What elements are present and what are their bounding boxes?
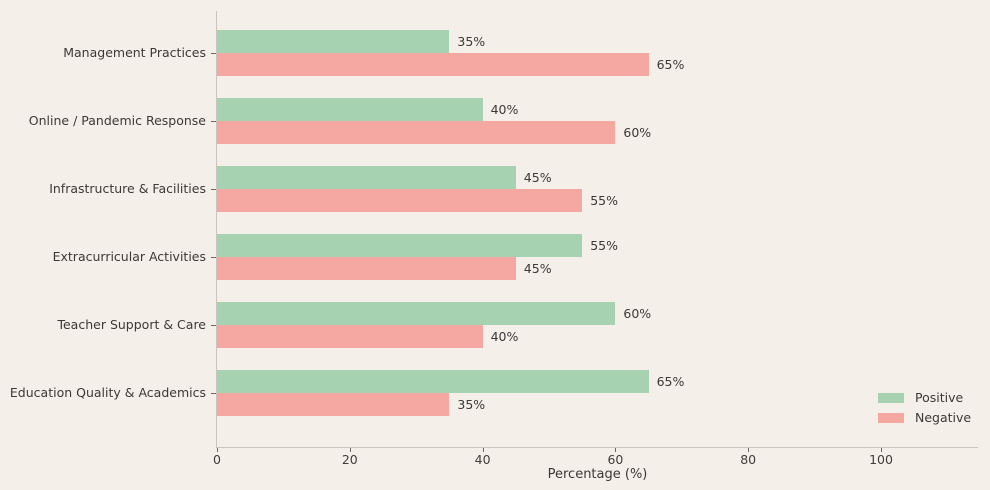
bar-value-label: 65% [656, 373, 685, 389]
bar-positive [217, 234, 583, 258]
bar-value-label: 45% [523, 169, 552, 185]
category-label: Education Quality & Academics [9, 385, 206, 401]
category-label: Extracurricular Activities [52, 249, 206, 265]
legend-swatch-positive [878, 393, 904, 403]
bar-value-label: 60% [623, 124, 652, 140]
bar-value-label: 55% [590, 237, 618, 253]
x-tick-mark [482, 448, 484, 452]
bar-value-label: 60% [623, 305, 652, 321]
y-axis-line [216, 11, 217, 448]
legend-item-negative: Negative [878, 410, 972, 425]
x-tick-label: 40 [474, 452, 491, 467]
bar-value-label: 40% [490, 101, 519, 117]
legend-label-positive: Positive [915, 390, 964, 405]
legend-label-negative: Negative [915, 410, 972, 425]
x-tick-mark [748, 448, 750, 452]
bar-negative [217, 393, 450, 417]
category-tick-mark [211, 257, 216, 259]
category-tick-mark [211, 53, 216, 54]
category-tick-mark [211, 121, 216, 123]
x-tick-mark [881, 448, 882, 452]
x-tick-mark [615, 448, 617, 452]
category-tick-mark [211, 325, 216, 327]
legend-swatch-negative [878, 413, 904, 423]
bar-positive [217, 370, 649, 394]
bar-negative [217, 189, 583, 213]
category-label: Management Practices [63, 45, 206, 60]
x-tick-label: 80 [740, 452, 757, 467]
bar-positive [217, 98, 483, 122]
bar-negative [217, 257, 516, 281]
bar-positive [217, 166, 516, 190]
x-tick-label: 20 [341, 452, 358, 467]
bar-positive [217, 302, 616, 326]
category-tick-mark [211, 189, 216, 191]
x-tick-label: 100 [869, 452, 893, 467]
bar-negative [217, 53, 649, 76]
category-label: Online / Pandemic Response [28, 113, 206, 129]
bar-value-label: 40% [490, 328, 519, 344]
legend-item-positive: Positive [878, 390, 971, 405]
bar-value-label: 55% [590, 192, 618, 208]
bar-value-label: 45% [523, 260, 552, 276]
category-label: Infrastructure & Facilities [49, 181, 206, 197]
bar-positive [217, 30, 450, 53]
bar-value-label: 35% [457, 33, 486, 49]
x-axis-line [216, 447, 978, 448]
bar-negative [217, 121, 616, 145]
x-tick-mark [217, 448, 218, 452]
bar-negative [217, 325, 483, 349]
category-tick-mark [211, 393, 216, 395]
x-tick-label: 0 [213, 452, 221, 467]
x-tick-label: 60 [607, 452, 624, 467]
bar-value-label: 65% [656, 56, 685, 72]
x-axis-title: Percentage (%) [547, 467, 648, 482]
x-tick-mark [349, 448, 351, 452]
legend: Positive Negative [878, 390, 972, 425]
category-label: Teacher Support & Care [57, 317, 206, 333]
bar-value-label: 35% [457, 396, 486, 412]
